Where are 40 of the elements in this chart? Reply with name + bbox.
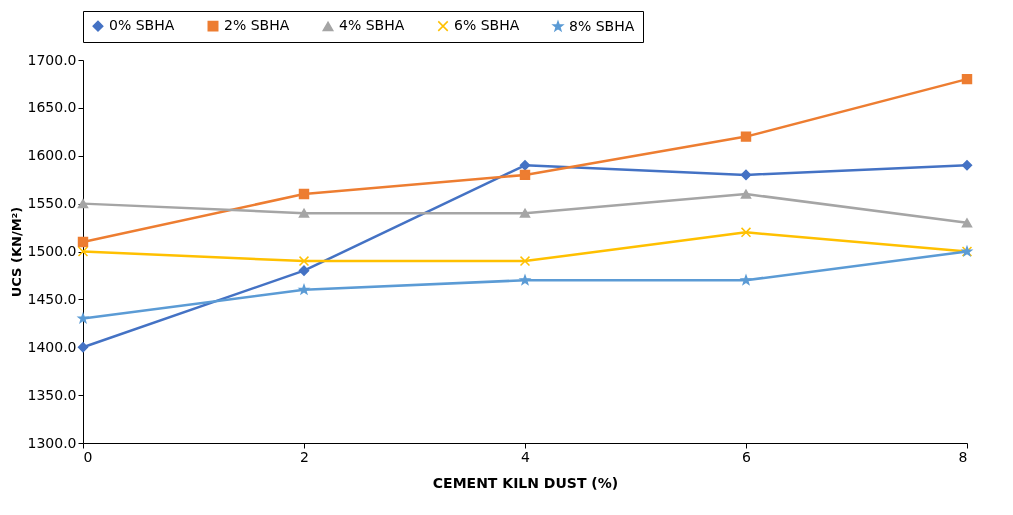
point [519,208,531,218]
point [77,236,89,248]
point [740,131,752,142]
point [740,227,752,238]
y-tick-label: 1300.0 [27,434,77,451]
point [298,255,310,267]
point [961,218,973,228]
x-tick-label: 6 [742,448,752,465]
y-tick-label: 1400.0 [27,338,77,355]
point [961,73,973,85]
legend-label: 0% SBHA [109,17,175,34]
x-tick-label: 0 [83,448,93,465]
point [77,342,89,353]
point [519,169,531,181]
point [740,189,752,199]
x-tick-label: 4 [521,448,531,465]
y-tick-label: 1450.0 [27,290,77,307]
point [298,188,310,200]
legend-label: 2% SBHA [224,17,290,34]
x-axis-title: CEMENT KILN DUST (%) [432,474,619,491]
legend-label: 6% SBHA [454,17,520,34]
y-tick-label: 1550.0 [27,195,77,212]
y-tick-label: 1650.0 [27,99,77,116]
y-tick-label: 1350.0 [27,386,77,403]
point [961,160,973,171]
point [519,255,531,267]
x-tick-label: 2 [300,448,309,465]
x-tick-label: 8 [958,448,968,465]
y-tick-label: 1700.0 [27,51,77,68]
point [77,199,89,209]
point [298,208,310,218]
legend-label: 8% SBHA [569,17,635,34]
point [298,265,310,276]
y-tick-label: 1600.0 [27,147,77,164]
y-axis-title: UCS (KN/M²) [8,206,24,298]
legend-label: 4% SBHA [339,17,405,34]
y-tick-label: 1500.0 [27,243,77,259]
point [77,246,89,257]
point [740,169,752,181]
point [519,160,531,171]
